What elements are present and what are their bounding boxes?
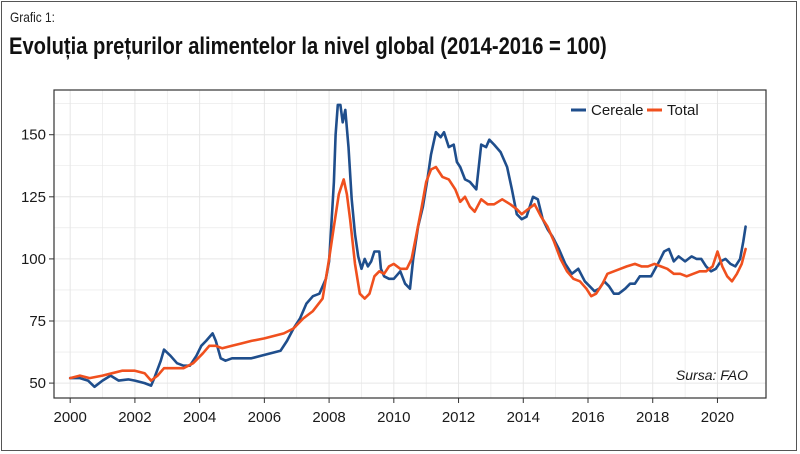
x-tick-label: 2006 (248, 409, 281, 426)
y-tick-label: 50 (29, 375, 46, 392)
x-tick-label: 2008 (312, 409, 345, 426)
legend-label-cereale: Cereale (591, 102, 644, 119)
legend-label-total: Total (667, 102, 699, 119)
x-tick-label: 2002 (118, 409, 151, 426)
series (68, 103, 747, 389)
chart-title: Evoluția prețurilor alimentelor la nivel… (9, 33, 607, 60)
series-line-total (68, 165, 747, 382)
figure-label: Grafic 1: (10, 9, 55, 25)
x-tick-label: 2014 (507, 409, 540, 426)
axes: 50 75 100 125 150 2000 2002 2004 2006 2008 2010 201… (21, 127, 734, 426)
x-tick-label: 2012 (442, 409, 475, 426)
legend: Cereale Total (571, 102, 699, 119)
grid (54, 90, 766, 398)
x-tick-label: 2018 (636, 409, 669, 426)
y-tick-label: 125 (21, 189, 46, 206)
y-tick-label: 75 (29, 313, 46, 330)
series-line-cereale (68, 103, 747, 389)
source-note: Sursa: FAO (676, 367, 748, 383)
x-tick-label: 2000 (53, 409, 86, 426)
plot-panel-border (53, 89, 767, 399)
x-tick-label: 2016 (571, 409, 604, 426)
y-tick-label: 100 (21, 251, 46, 268)
x-tick-label: 2020 (701, 409, 734, 426)
x-tick-label: 2004 (183, 409, 216, 426)
x-tick-label: 2010 (377, 409, 410, 426)
y-tick-label: 150 (21, 127, 46, 144)
